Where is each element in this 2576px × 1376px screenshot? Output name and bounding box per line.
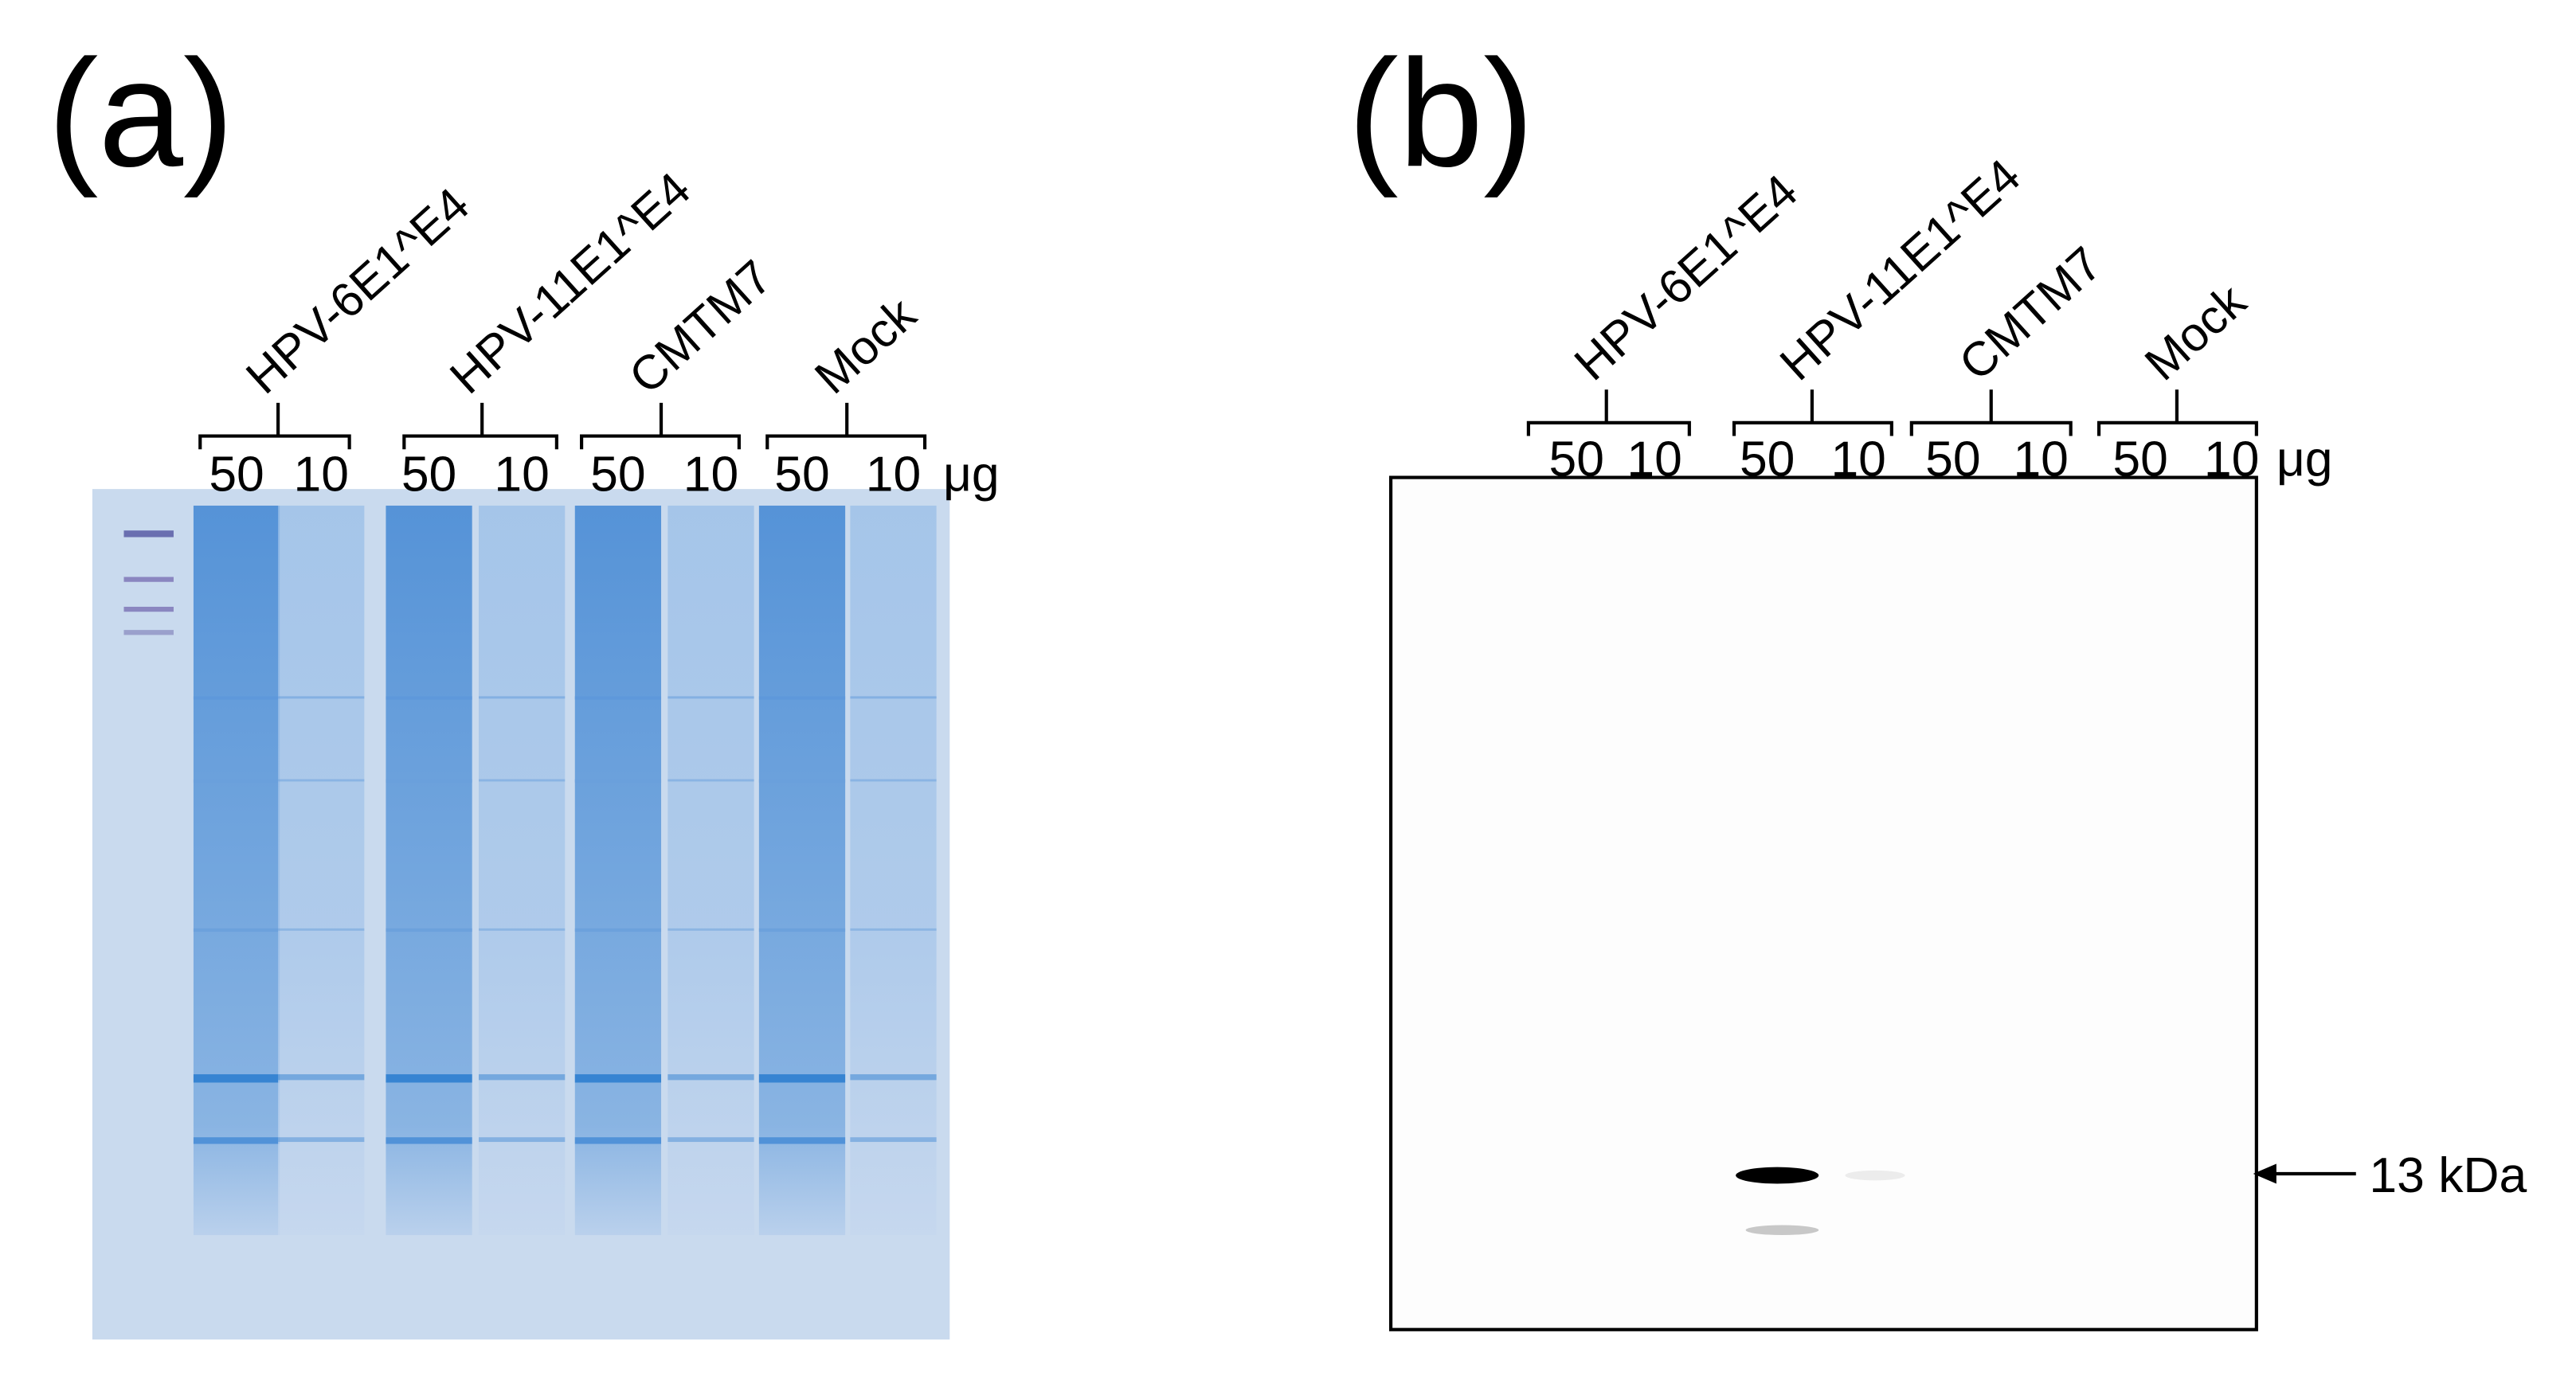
bracket (1732, 389, 1893, 436)
gel-band (667, 1074, 754, 1081)
gel-band (386, 696, 472, 700)
gel-band (193, 696, 280, 700)
gel-band (278, 1074, 365, 1081)
arrow-head (2253, 1163, 2277, 1184)
gel-band (386, 1137, 472, 1144)
gel-band (386, 928, 472, 932)
amount-label: 50 (401, 446, 456, 502)
bracket (2096, 389, 2258, 436)
amount-label: 10 (2204, 432, 2259, 487)
gel-band (479, 928, 566, 931)
bracket (1526, 389, 1691, 436)
gel-band (758, 779, 846, 783)
gel-band (667, 1137, 754, 1143)
gel-band (850, 779, 937, 782)
panel-label: (b) (1348, 28, 1534, 198)
gel-band (278, 928, 365, 931)
gel-lane (850, 505, 937, 1236)
gel-band (278, 696, 365, 699)
amount-label: 10 (494, 446, 549, 502)
unit-label: μg (943, 446, 1000, 502)
amount-label: 50 (1740, 432, 1795, 487)
group-label: Mock (2134, 273, 2256, 391)
gel-band (574, 779, 662, 783)
amount-label: 50 (1925, 432, 1980, 487)
band (1845, 1170, 1905, 1181)
gel-band (850, 1074, 937, 1081)
gel-band (758, 1074, 846, 1083)
unit-label: μg (2277, 432, 2333, 487)
amount-label: 10 (2013, 432, 2068, 487)
gel-band (850, 928, 937, 931)
group-label: CMTM7 (619, 249, 782, 404)
blot-b (1388, 475, 2258, 1331)
ladder (123, 530, 174, 635)
gel-band (850, 696, 937, 699)
gel-band (574, 928, 662, 932)
gel-band (574, 1137, 662, 1144)
group-label: HPV-6E1^E4 (1564, 164, 1807, 391)
gel-band (479, 1074, 566, 1081)
gel-band (386, 779, 472, 783)
gel-band (193, 928, 280, 932)
group-label: HPV-6E1^E4 (236, 177, 480, 404)
amount-label: 10 (683, 446, 738, 502)
gel-band (193, 1074, 280, 1083)
amount-label: 50 (590, 446, 645, 502)
gel-band (479, 779, 566, 782)
gel-band (278, 779, 365, 782)
bracket (765, 402, 927, 450)
bracket (402, 402, 558, 450)
group-label: Mock (805, 287, 926, 405)
amount-label: 50 (774, 446, 829, 502)
gel-band (574, 696, 662, 700)
amount-label: 10 (866, 446, 921, 502)
gel-lane (574, 505, 662, 1236)
band (1745, 1225, 1819, 1236)
amount-label: 50 (209, 446, 264, 502)
amount-label: 10 (1830, 432, 1885, 487)
group-label: CMTM7 (1948, 236, 2112, 390)
gel-band (667, 928, 754, 931)
amount-label: 50 (1549, 432, 1604, 487)
gel-band (850, 1137, 937, 1143)
band (1736, 1167, 1819, 1184)
gel-band (574, 1074, 662, 1083)
gel-band (758, 696, 846, 700)
gel-band (758, 928, 846, 932)
panel-label: (a) (48, 28, 234, 198)
gel-lane (758, 505, 846, 1236)
gel-lane (479, 505, 566, 1236)
gel-band (667, 696, 754, 699)
amount-label: 10 (294, 446, 349, 502)
gel-lane (386, 505, 472, 1236)
gel-band (386, 1074, 472, 1083)
bracket (198, 402, 351, 450)
gel-band (278, 1137, 365, 1143)
amount-label: 50 (2112, 432, 2167, 487)
bracket (1909, 389, 2073, 436)
gel-band (193, 1137, 280, 1144)
marker-label: 13 kDa (2369, 1147, 2527, 1203)
bracket (580, 402, 741, 450)
gel-lane (278, 505, 365, 1236)
amount-label: 10 (1627, 432, 1681, 487)
gel-band (758, 1137, 846, 1144)
gel-band (667, 779, 754, 782)
gel-lane (193, 505, 280, 1236)
gel-band (193, 779, 280, 783)
gel-band (479, 1137, 566, 1143)
gel-lane (667, 505, 754, 1236)
gel-band (479, 696, 566, 699)
